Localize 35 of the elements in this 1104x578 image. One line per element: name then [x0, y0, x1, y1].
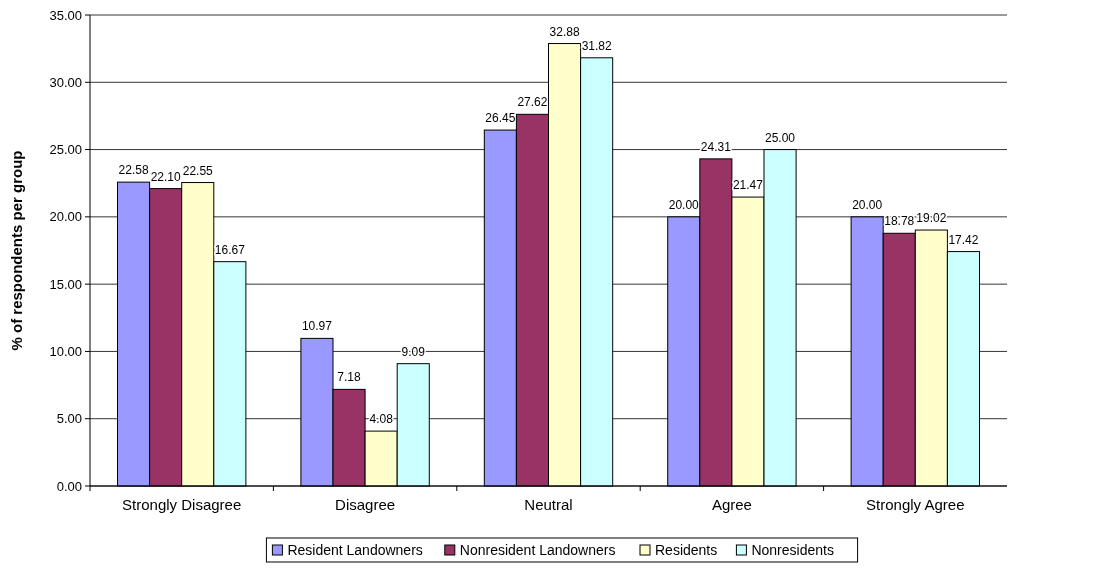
- y-tick-label: 0.00: [56, 478, 82, 494]
- data-label: 7.18: [337, 370, 362, 385]
- data-label: 22.10: [150, 169, 181, 184]
- x-tick-label: Disagree: [335, 496, 396, 513]
- y-axis-title: % of respondents per group: [8, 150, 25, 351]
- data-label: 27.62: [517, 95, 548, 110]
- y-tick-label: 25.00: [49, 142, 82, 158]
- x-tick-label: Agree: [711, 496, 752, 513]
- data-label: 22.58: [118, 163, 149, 178]
- data-label: 25.00: [765, 130, 796, 145]
- data-label: 19.02: [916, 211, 947, 226]
- legend-label: Nonresidents: [751, 541, 834, 558]
- x-tick-label: Strongly Disagree: [122, 496, 242, 513]
- data-label: 17.42: [948, 232, 979, 247]
- y-tick-label: 10.00: [49, 343, 82, 359]
- data-label: 20.00: [668, 197, 700, 212]
- y-tick-label: 20.00: [49, 209, 82, 225]
- y-tick-label: 35.00: [49, 7, 82, 23]
- y-tick-label: 15.00: [49, 276, 82, 292]
- data-label: 31.82: [581, 38, 612, 53]
- data-label: 16.67: [214, 242, 246, 257]
- data-label: 10.97: [301, 319, 333, 334]
- data-label: 18.78: [884, 214, 915, 229]
- data-label: 22.55: [182, 163, 214, 178]
- x-tick-label: Strongly Agree: [866, 496, 965, 513]
- data-label: 26.45: [485, 111, 516, 126]
- legend-label: Resident Landowners: [287, 541, 423, 558]
- data-label: 20.00: [852, 197, 883, 212]
- y-tick-label: 30.00: [49, 74, 82, 90]
- legend-label: Nonresident Landowners: [459, 541, 616, 558]
- legend-label: Residents: [655, 541, 718, 558]
- x-tick-label: Neutral: [524, 496, 573, 513]
- data-label: 32.88: [549, 24, 580, 39]
- data-label: 21.47: [732, 178, 764, 193]
- y-tick-label: 5.00: [56, 411, 82, 427]
